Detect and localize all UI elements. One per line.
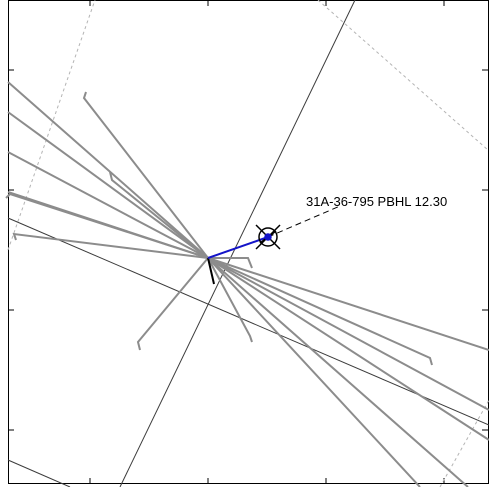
offset-well-path [207, 257, 421, 487]
label-leader [267, 205, 341, 238]
offset-well-paths [5, 81, 489, 487]
offset-well-path [207, 257, 469, 487]
offset-well-path [12, 232, 209, 259]
dashed-grid [7, 0, 489, 487]
offset-well-path [7, 111, 209, 259]
offset-well-path [207, 257, 489, 441]
offset-well-path [7, 151, 209, 259]
planned-well-path [207, 236, 269, 259]
survey-tail [207, 257, 215, 285]
well-label: 31A-36-795 PBHL 12.30 [306, 194, 447, 209]
offset-well-path [5, 192, 209, 259]
offset-well-path [207, 257, 489, 351]
crosshair-target-icon [255, 224, 281, 250]
offset-well-path [82, 91, 209, 259]
offset-well-path [207, 257, 433, 366]
offset-well-path [136, 257, 209, 351]
offset-well-path [207, 257, 253, 343]
offset-well-path [109, 171, 209, 259]
offset-well-path [208, 257, 253, 269]
section-lines [7, 0, 489, 487]
offset-well-path [207, 257, 489, 411]
offset-well-path [7, 81, 209, 259]
